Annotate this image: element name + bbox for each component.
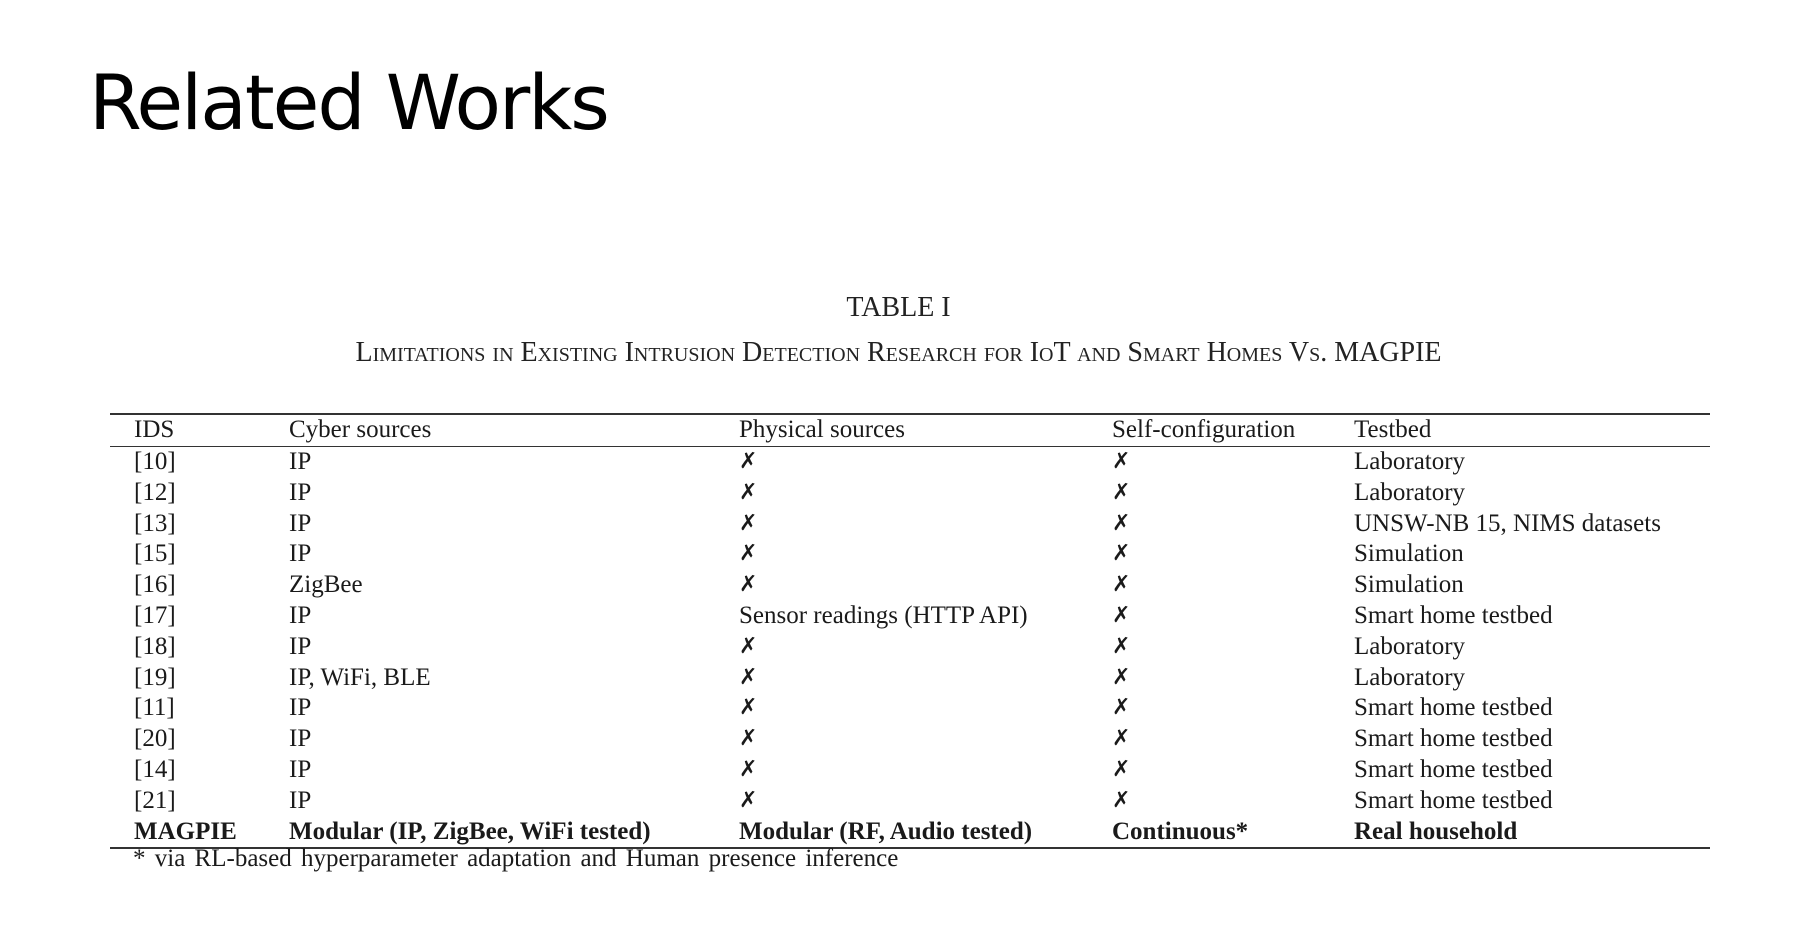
table-row-magpie: MAGPIE Modular (IP, ZigBee, WiFi tested)… [110,817,1710,849]
cell-ids: [17] [134,601,176,629]
cell-ids: [18] [134,632,176,660]
cell-self-config: ✗ [1112,787,1131,813]
slide-title: Related Works [89,58,610,147]
cell-self-config: ✗ [1112,572,1131,598]
cell-ids: MAGPIE [134,817,237,845]
cell-cyber: Modular (IP, ZigBee, WiFi tested) [289,817,651,845]
cell-testbed: Laboratory [1354,663,1466,691]
cell-physical: ✗ [739,756,758,782]
cell-physical: ✗ [739,479,758,505]
table-row: [19] IP, WiFi, BLE ✗ ✗ Laboratory [110,663,1710,694]
cell-self-config: ✗ [1112,541,1131,567]
cell-physical: ✗ [739,633,758,659]
cell-testbed: UNSW-NB 15, NIMS datasets [1354,509,1661,537]
cell-cyber: IP [289,632,312,660]
header-physical-sources: Physical sources [715,414,1088,447]
header-ids: IDS [110,414,265,447]
cell-physical: ✗ [739,664,758,690]
header-cyber-sources: Cyber sources [265,414,715,447]
cell-ids: [19] [134,663,176,691]
cell-cyber: IP [289,694,312,722]
cell-self-config: ✗ [1112,756,1131,782]
cell-self-config: ✗ [1112,695,1131,721]
cell-ids: [10] [134,448,176,475]
comparison-table: IDS Cyber sources Physical sources Self-… [110,413,1710,850]
table-row: [10] IP ✗ ✗ Laboratory [110,447,1710,478]
table-row: [17] IP Sensor readings (HTTP API) ✗ Sma… [110,601,1710,632]
table-row: [18] IP ✗ ✗ Laboratory [110,632,1710,663]
cell-cyber: ZigBee [289,571,363,599]
cell-cyber: IP, WiFi, BLE [289,663,431,691]
cell-testbed: Laboratory [1354,478,1466,506]
cell-cyber: IP [289,725,312,753]
cell-self-config: Continuous* [1112,817,1249,845]
cell-cyber: IP [289,786,312,814]
cell-testbed: Laboratory [1354,448,1466,475]
cell-self-config: ✗ [1112,510,1131,536]
cell-ids: [12] [134,478,176,506]
cell-ids: [14] [134,755,176,783]
table-row: [12] IP ✗ ✗ Laboratory [110,478,1710,509]
table-row: [13] IP ✗ ✗ UNSW-NB 15, NIMS datasets [110,509,1710,540]
cell-ids: [21] [134,786,176,814]
cell-ids: [16] [134,571,176,599]
cell-testbed: Real household [1354,817,1518,845]
cell-testbed: Smart home testbed [1354,601,1553,629]
table-row: [20] IP ✗ ✗ Smart home testbed [110,724,1710,755]
cell-self-config: ✗ [1112,633,1131,659]
cell-cyber: IP [289,755,312,783]
cell-physical: ✗ [739,541,758,567]
header-testbed: Testbed [1330,414,1710,447]
cell-self-config: ✗ [1112,664,1131,690]
cell-testbed: Laboratory [1354,632,1466,660]
cell-testbed: Smart home testbed [1354,755,1553,783]
table-row: [21] IP ✗ ✗ Smart home testbed [110,786,1710,817]
cell-physical: ✗ [739,449,758,474]
cell-physical: Sensor readings (HTTP API) [739,601,1028,629]
cell-ids: [11] [134,694,175,722]
table-row: [11] IP ✗ ✗ Smart home testbed [110,693,1710,724]
table-caption: Limitations in Existing Intrusion Detect… [355,337,1442,368]
table-body: [10] IP ✗ ✗ Laboratory [12] IP ✗ ✗ Labor… [110,447,1710,849]
cell-testbed: Smart home testbed [1354,786,1553,814]
cell-cyber: IP [289,540,312,568]
cell-self-config: ✗ [1112,602,1131,628]
cell-cyber: IP [289,601,312,629]
cell-testbed: Smart home testbed [1354,694,1553,722]
cell-ids: [15] [134,540,176,568]
cell-physical: ✗ [739,510,758,536]
cell-physical: ✗ [739,695,758,721]
cell-physical: ✗ [739,726,758,752]
cell-testbed: Simulation [1354,571,1464,599]
table-row: [16] ZigBee ✗ ✗ Simulation [110,570,1710,601]
table-row: [14] IP ✗ ✗ Smart home testbed [110,755,1710,786]
cell-self-config: ✗ [1112,449,1131,474]
cell-testbed: Smart home testbed [1354,725,1553,753]
cell-physical: Modular (RF, Audio tested) [739,817,1033,845]
cell-ids: [13] [134,509,176,537]
cell-cyber: IP [289,478,312,506]
cell-self-config: ✗ [1112,726,1131,752]
table-row: [15] IP ✗ ✗ Simulation [110,539,1710,570]
cell-physical: ✗ [739,572,758,598]
header-self-configuration: Self-configuration [1088,414,1330,447]
cell-cyber: IP [289,509,312,537]
cell-self-config: ✗ [1112,479,1131,505]
cell-physical: ✗ [739,787,758,813]
table-header-row: IDS Cyber sources Physical sources Self-… [110,414,1710,447]
table-footnote: * via RL-based hyperparameter adaptation… [133,845,899,872]
cell-cyber: IP [289,448,312,475]
cell-ids: [20] [134,725,176,753]
table-label: TABLE I [846,292,951,323]
cell-testbed: Simulation [1354,540,1464,568]
